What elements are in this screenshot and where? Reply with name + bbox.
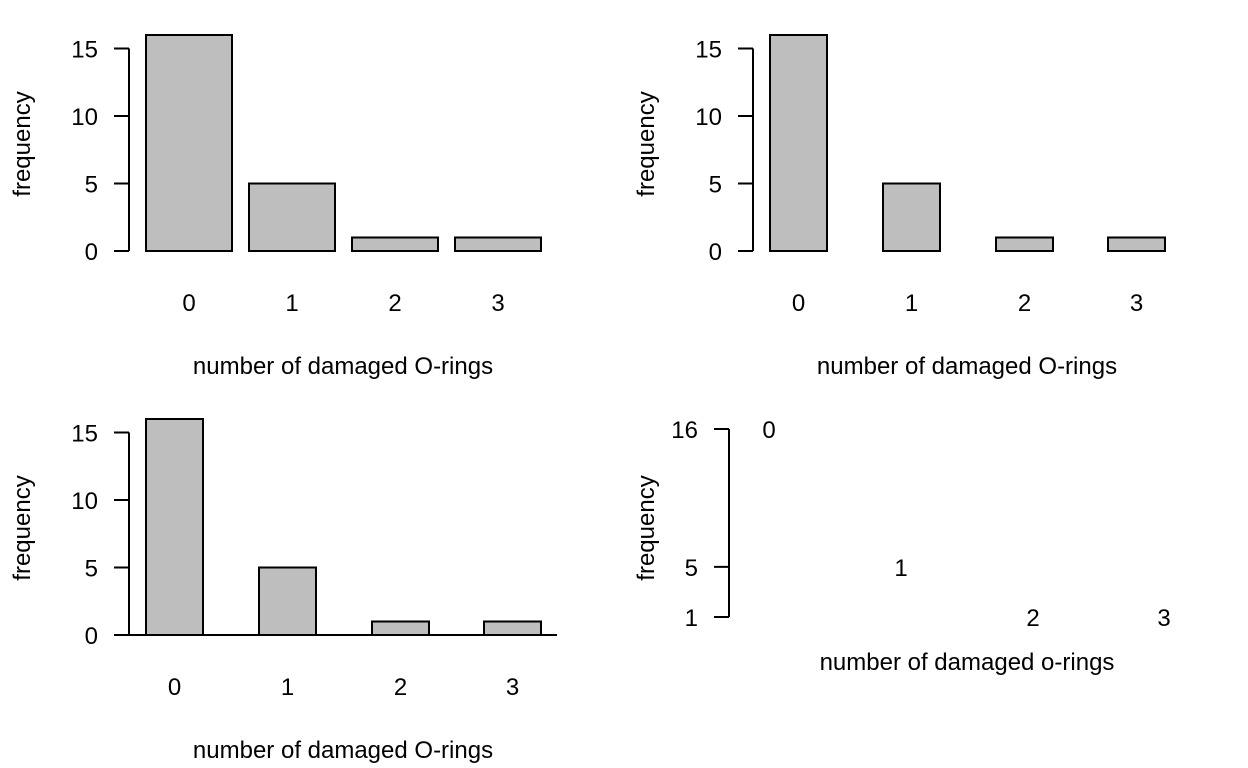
bar-3 xyxy=(483,620,542,636)
y-tick-label: 1 xyxy=(685,605,698,632)
x-axis-label: number of damaged o-rings xyxy=(820,649,1115,676)
x-tick-label: 0 xyxy=(182,290,195,317)
y-tick-label: 5 xyxy=(709,172,722,199)
y-tick-label: 0 xyxy=(85,623,98,650)
x-tick-label: 0 xyxy=(792,290,805,317)
y-axis-label: frequency xyxy=(633,475,660,580)
x-tick-label: 1 xyxy=(905,290,918,317)
x-tick-label: 2 xyxy=(1018,290,1031,317)
x-tick-label: 3 xyxy=(1130,290,1143,317)
y-axis-label: frequency xyxy=(9,475,36,580)
y-tick-label: 0 xyxy=(85,239,98,266)
y-tick-label: 10 xyxy=(695,104,722,131)
y-tick-label: 15 xyxy=(695,37,722,64)
y-tick-label: 10 xyxy=(71,104,98,131)
x-tick-label: 1 xyxy=(285,290,298,317)
y-tick-label: 5 xyxy=(685,555,698,582)
x-tick-label: 0 xyxy=(168,674,181,701)
point-label-0: 0 xyxy=(762,417,775,444)
bar-1 xyxy=(248,182,336,252)
point-label-1: 1 xyxy=(894,555,907,582)
bar-0 xyxy=(145,34,233,252)
bar-chart-top-left: frequency number of damaged O-rings 0510… xyxy=(9,34,542,380)
x-tick-label: 3 xyxy=(506,674,519,701)
y-tick-label: 0 xyxy=(709,239,722,266)
y-tick-label: 5 xyxy=(85,556,98,583)
y-axis-label: frequency xyxy=(9,91,36,196)
bar-2 xyxy=(351,236,439,252)
bar-3 xyxy=(454,236,542,252)
x-tick-label: 3 xyxy=(491,290,504,317)
x-tick-label: 1 xyxy=(281,674,294,701)
x-tick-label: 2 xyxy=(388,290,401,317)
y-tick-label: 10 xyxy=(71,488,98,515)
y-axis-label: frequency xyxy=(633,91,660,196)
x-axis-label: number of damaged O-rings xyxy=(817,353,1117,380)
bar-3 xyxy=(1107,236,1166,252)
point-label-3: 3 xyxy=(1157,605,1170,632)
bar-chart-top-right: frequency number of damaged O-rings 0510… xyxy=(633,34,1166,380)
bar-1 xyxy=(882,182,941,252)
x-axis-label: number of damaged O-rings xyxy=(193,353,493,380)
bar-0 xyxy=(145,418,204,636)
y-tick-label: 15 xyxy=(71,421,98,448)
point-label-2: 2 xyxy=(1026,605,1039,632)
y-tick-label: 5 xyxy=(85,172,98,199)
bar-0 xyxy=(769,34,828,252)
x-axis-label: number of damaged O-rings xyxy=(193,737,493,764)
bar-2 xyxy=(371,620,430,636)
bar-1 xyxy=(258,566,317,636)
bar-2 xyxy=(995,236,1054,252)
y-tick-label: 15 xyxy=(71,37,98,64)
y-tick-label: 16 xyxy=(671,417,698,444)
scatter-chart-bottom-right: frequency number of damaged o-rings 1 5 16… xyxy=(633,417,1171,676)
bar-chart-bottom-left: frequency number of damaged O-rings 0510… xyxy=(9,418,557,764)
x-tick-label: 2 xyxy=(394,674,407,701)
